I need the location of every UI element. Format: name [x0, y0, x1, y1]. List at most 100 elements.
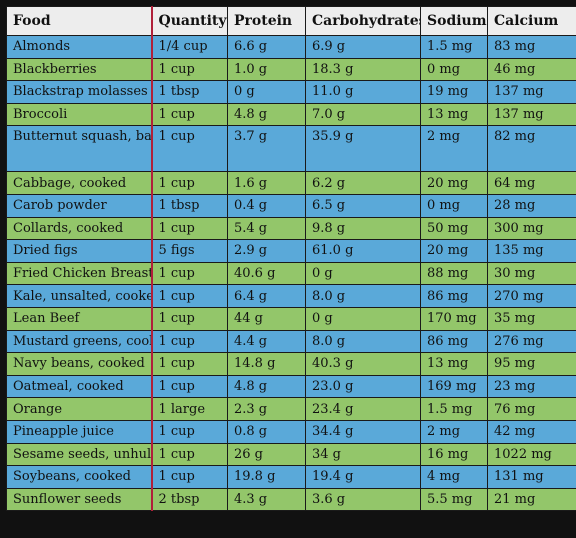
cell-calcium: 35 mg: [487, 306, 576, 331]
cell-protein: 2.3 g: [227, 397, 306, 421]
cell-calcium: 131 mg: [487, 465, 576, 489]
header-quantity: Quantity: [150, 6, 228, 36]
cell-sodium: 13 mg: [420, 102, 488, 127]
cell-calcium: 276 mg: [487, 329, 576, 354]
cell-protein: 1.6 g: [227, 171, 306, 195]
cell-quantity: 1 cup: [150, 306, 228, 331]
cell-calcium: 82 mg: [487, 125, 576, 173]
cell-protein: 4.8 g: [227, 374, 306, 399]
header-protein: Protein: [227, 6, 306, 36]
cell-quantity: 1 cup: [150, 102, 228, 127]
table-row: Collards, cooked 1 cup 5.4 g 9.8 g 50 mg 300 …: [6, 216, 576, 241]
cell-food: Kale, unsalted, cooked: [6, 284, 152, 308]
table-row: Navy beans, cooked 1 cup 14.8 g 40.3 g 13 mg…: [6, 352, 576, 376]
cell-quantity: 1 cup: [150, 284, 228, 308]
header-calcium: Calcium: [487, 6, 576, 36]
cell-protein: 4.8 g: [227, 102, 306, 127]
cell-calcium: 21 mg: [487, 487, 576, 512]
cell-sodium: 50 mg: [420, 216, 488, 241]
cell-protein: 40.6 g: [227, 261, 306, 286]
cell-calcium: 28 mg: [487, 193, 576, 218]
cell-sodium: 19 mg: [420, 80, 488, 104]
cell-carbohydrates: 6.2 g: [305, 171, 421, 195]
cell-quantity: 1 large: [150, 397, 228, 421]
cell-protein: 2.9 g: [227, 239, 306, 263]
cell-quantity: 1 cup: [150, 352, 228, 376]
header-sodium: Sodium: [420, 6, 488, 36]
table-row: Blackstrap molasses 1 tbsp 0 g 11.0 g 19 mg 1…: [6, 80, 576, 104]
cell-sodium: 1.5 mg: [420, 35, 488, 59]
cell-protein: 3.7 g: [227, 125, 306, 173]
cell-calcium: 135 mg: [487, 239, 576, 263]
cell-quantity: 1 tbsp: [150, 80, 228, 104]
cell-quantity: 1 cup: [150, 329, 228, 354]
cell-sodium: 20 mg: [420, 171, 488, 195]
cell-sodium: 5.5 mg: [420, 487, 488, 512]
cell-carbohydrates: 0 g: [305, 261, 421, 286]
table-row: Oatmeal, cooked 1 cup 4.8 g 23.0 g 169 mg 23 …: [6, 374, 576, 399]
cell-carbohydrates: 19.4 g: [305, 465, 421, 489]
table-row: Almonds 1/4 cup 6.6 g 6.9 g 1.5 mg 83 mg: [6, 35, 576, 59]
cell-quantity: 1 cup: [150, 465, 228, 489]
nutrition-table: Food Quantity Protein Carbohydrates Sodi…: [6, 6, 576, 512]
cell-carbohydrates: 8.0 g: [305, 329, 421, 354]
cell-quantity: 1 cup: [150, 216, 228, 241]
table-body: Almonds 1/4 cup 6.6 g 6.9 g 1.5 mg 83 mg Black…: [6, 35, 576, 512]
table-row: Orange 1 large 2.3 g 23.4 g 1.5 mg 76 mg: [6, 397, 576, 421]
table-row: Dried figs 5 figs 2.9 g 61.0 g 20 mg 135 mg: [6, 239, 576, 263]
cell-quantity: 1 cup: [150, 442, 228, 467]
cell-food: Sesame seeds, unhulled: [6, 442, 152, 467]
cell-calcium: 137 mg: [487, 80, 576, 104]
cell-protein: 4.4 g: [227, 329, 306, 354]
cell-sodium: 2 mg: [420, 419, 488, 444]
cell-quantity: 1 cup: [150, 374, 228, 399]
cell-quantity: 1 tbsp: [150, 193, 228, 218]
table-row: Kale, unsalted, cooked 1 cup 6.4 g 8.0 g 86 …: [6, 284, 576, 308]
cell-food: Oatmeal, cooked: [6, 374, 152, 399]
cell-protein: 0.8 g: [227, 419, 306, 444]
cell-food: Orange: [6, 397, 152, 421]
cell-food: Navy beans, cooked: [6, 352, 152, 376]
cell-protein: 0 g: [227, 80, 306, 104]
cell-carbohydrates: 23.4 g: [305, 397, 421, 421]
cell-calcium: 270 mg: [487, 284, 576, 308]
cell-sodium: 20 mg: [420, 239, 488, 263]
cell-food: Dried figs: [6, 239, 152, 263]
cell-quantity: 2 tbsp: [150, 487, 228, 512]
cell-carbohydrates: 7.0 g: [305, 102, 421, 127]
table-row: Cabbage, cooked 1 cup 1.6 g 6.2 g 20 mg 64 mg: [6, 171, 576, 195]
cell-calcium: 300 mg: [487, 216, 576, 241]
table-row: Sunflower seeds 2 tbsp 4.3 g 3.6 g 5.5 mg 21 …: [6, 487, 576, 512]
cell-carbohydrates: 40.3 g: [305, 352, 421, 376]
cell-food: Collards, cooked: [6, 216, 152, 241]
header-carbohydrates: Carbohydrates: [305, 6, 421, 36]
cell-protein: 44 g: [227, 306, 306, 331]
cell-sodium: 170 mg: [420, 306, 488, 331]
cell-carbohydrates: 34.4 g: [305, 419, 421, 444]
table-row: Broccoli 1 cup 4.8 g 7.0 g 13 mg 137 mg: [6, 102, 576, 127]
cell-quantity: 1 cup: [150, 261, 228, 286]
cell-food: Lean Beef: [6, 306, 152, 331]
cell-food: Pineapple juice: [6, 419, 152, 444]
cell-food: Blackstrap molasses: [6, 80, 152, 104]
cell-quantity: 1/4 cup: [150, 35, 228, 59]
cell-sodium: 16 mg: [420, 442, 488, 467]
cell-protein: 26 g: [227, 442, 306, 467]
cell-sodium: 0 mg: [420, 57, 488, 82]
cell-protein: 0.4 g: [227, 193, 306, 218]
cell-protein: 6.6 g: [227, 35, 306, 59]
cell-food: Blackberries: [6, 57, 152, 82]
cell-carbohydrates: 3.6 g: [305, 487, 421, 512]
cell-sodium: 2 mg: [420, 125, 488, 173]
cell-sodium: 0 mg: [420, 193, 488, 218]
cell-calcium: 30 mg: [487, 261, 576, 286]
cell-food: Carob powder: [6, 193, 152, 218]
